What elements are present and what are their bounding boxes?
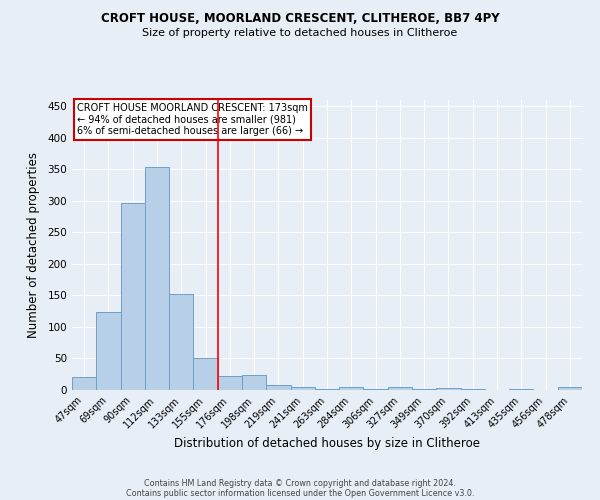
Text: Contains HM Land Registry data © Crown copyright and database right 2024.: Contains HM Land Registry data © Crown c… [144, 478, 456, 488]
Text: Size of property relative to detached houses in Clitheroe: Size of property relative to detached ho… [142, 28, 458, 38]
Bar [290, 388, 315, 390]
Bar [145, 168, 169, 390]
Bar [193, 358, 218, 390]
Bar [558, 388, 582, 390]
X-axis label: Distribution of detached houses by size in Clitheroe: Distribution of detached houses by size … [174, 436, 480, 450]
Text: Contains public sector information licensed under the Open Government Licence v3: Contains public sector information licen… [126, 488, 474, 498]
Bar [339, 387, 364, 390]
Bar [121, 203, 145, 390]
Text: CROFT HOUSE MOORLAND CRESCENT: 173sqm
← 94% of detached houses are smaller (981): CROFT HOUSE MOORLAND CRESCENT: 173sqm ← … [77, 103, 308, 136]
Text: CROFT HOUSE, MOORLAND CRESCENT, CLITHEROE, BB7 4PY: CROFT HOUSE, MOORLAND CRESCENT, CLITHERO… [101, 12, 499, 26]
Bar [72, 378, 96, 390]
Bar [315, 388, 339, 390]
Bar [436, 388, 461, 390]
Y-axis label: Number of detached properties: Number of detached properties [28, 152, 40, 338]
Bar [266, 385, 290, 390]
Bar [169, 294, 193, 390]
Bar [96, 312, 121, 390]
Bar [242, 375, 266, 390]
Bar [388, 388, 412, 390]
Bar [218, 376, 242, 390]
